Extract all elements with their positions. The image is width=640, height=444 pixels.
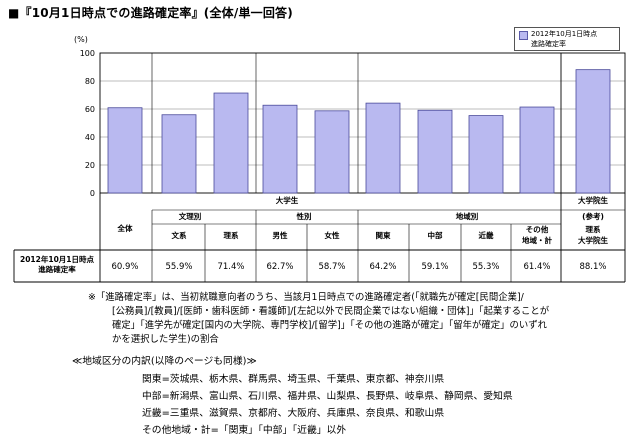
legend-entry-2: 進路確定率 [531, 40, 566, 48]
col-dansei: 男性 [273, 230, 288, 240]
note-line-3: 確定」「進学先が確定[国内の大学院、専門学校]/[留学]」「その他の進路が確定」… [112, 320, 547, 331]
y-tick-label: 60 [85, 105, 95, 114]
value-label-7: 55.3% [472, 262, 499, 272]
legend-entry-1: 2012年10月1日時点 [531, 30, 598, 38]
bar-8 [519, 106, 555, 194]
row-label-2: 進路確定率 [38, 264, 76, 274]
region-chubu: 中部=新潟県、富山県、石川県、福井県、山梨県、長野県、岐阜県、静岡県、愛知県 [142, 391, 513, 402]
value-label-8: 61.4% [523, 262, 550, 272]
value-label-0: 60.9% [111, 262, 138, 272]
bar-4 [314, 110, 350, 194]
chart-frame [13, 52, 626, 283]
value-labels: 60.9% 55.9% 71.4% 62.7% 58.7% 64.2% 59.1% 55.3%… [111, 262, 606, 272]
legend-swatch [519, 31, 528, 40]
value-label-9: 88.1% [579, 262, 606, 272]
chart: 0 20 40 60 80 100 (%) 大学生 大学院生 文理別 性別 地域別 (参考… [13, 35, 626, 283]
legend: 2012年10月1日時点 進路確定率 [514, 27, 620, 51]
bar-1 [161, 114, 197, 194]
value-label-3: 62.7% [266, 262, 293, 272]
y-tick-label: 0 [90, 189, 95, 198]
value-label-5: 64.2% [369, 262, 396, 272]
value-label-2: 71.4% [217, 262, 244, 272]
region-kinki: 近畿=三重県、滋賀県、京都府、大阪府、兵庫県、奈良県、和歌山県 [142, 408, 445, 419]
note-line-1: ※「進路確定率」は、当初就職意向者のうち、当該月1日時点での進路確定者(「就職先… [88, 292, 524, 303]
bar-2 [213, 92, 249, 194]
bar-7 [468, 115, 504, 194]
sub-label-chiiki: 地域別 [456, 211, 479, 221]
col-in-1: 理系 [586, 224, 601, 234]
col-sonota-1: その他 [526, 224, 549, 234]
region-heading: ≪地域区分の内訳(以降のページも同様)≫ [72, 356, 257, 367]
bar-5 [365, 102, 401, 194]
y-axis: 0 20 40 60 80 100 [80, 49, 95, 198]
y-tick-label: 100 [80, 49, 95, 58]
col-zentai: 全体 [117, 223, 133, 233]
col-kanto: 関東 [376, 230, 391, 240]
data-table: 大学生 大学院生 文理別 性別 地域別 (参考) 全体 文系 理系 男性 女性 … [20, 195, 609, 274]
bar-6 [417, 109, 453, 194]
value-label-4: 58.7% [318, 262, 345, 272]
y-tick-label: 40 [85, 133, 95, 142]
group-label-daigakusei: 大学生 [276, 195, 299, 205]
col-bunkei: 文系 [172, 230, 187, 240]
col-josei: 女性 [325, 230, 340, 240]
bar-9 [575, 69, 611, 194]
note-line-2: [公務員]/[教員]/[医師・歯科医師・看護師]/[左記以外で民間企業ではない組… [112, 306, 550, 317]
bars [107, 69, 611, 194]
sub-label-bunri: 文理別 [179, 211, 202, 221]
col-sonota-2: 地域・計 [522, 235, 552, 245]
group-label-daigakuinsei: 大学院生 [578, 195, 608, 205]
col-chubu: 中部 [428, 230, 443, 240]
sub-label-seibetsu: 性別 [297, 211, 312, 221]
y-tick-label: 80 [85, 77, 95, 86]
y-axis-label: (%) [74, 35, 88, 44]
plot-border [99, 52, 626, 194]
region-sonota: その他地域・計=「関東」「中部」「近畿」以外 [142, 425, 347, 436]
region-kanto: 関東=茨城県、栃木県、群馬県、埼玉県、千葉県、東京都、神奈川県 [142, 374, 445, 385]
page-title: ■『10月1日時点での進路確定率』(全体/単一回答) [8, 6, 293, 20]
y-tick-label: 20 [85, 161, 95, 170]
col-rikei: 理系 [224, 230, 239, 240]
bar-0 [107, 107, 143, 194]
col-in-2: 大学院生 [578, 235, 608, 245]
value-label-1: 55.9% [165, 262, 192, 272]
col-kinki: 近畿 [479, 230, 494, 240]
sub-label-sanko: (参考) [582, 211, 604, 221]
value-label-6: 59.1% [421, 262, 448, 272]
bar-3 [262, 104, 298, 194]
note-line-4: かを選択した学生)の割合 [112, 334, 219, 345]
row-label-1: 2012年10月1日時点 [20, 254, 95, 264]
